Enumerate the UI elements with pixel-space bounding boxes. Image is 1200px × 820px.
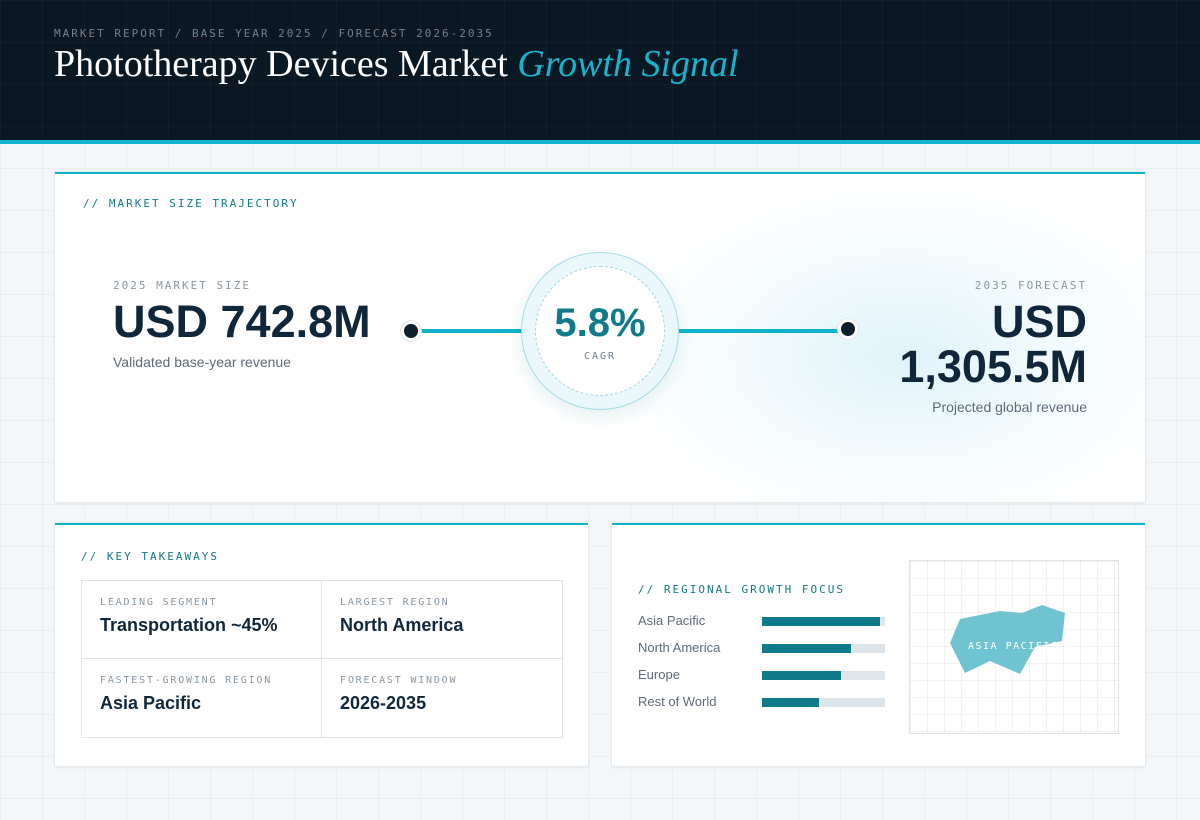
asia-pacific-map-shape bbox=[950, 605, 1065, 674]
key-takeaways-card: // KEY TAKEAWAYS LEADING SEGMENT Transpo… bbox=[54, 522, 589, 767]
takeaway-value: Asia Pacific bbox=[100, 693, 202, 713]
end-label: 2035 FORECAST bbox=[974, 279, 1087, 292]
title-accent: Growth Signal bbox=[517, 43, 739, 85]
takeaway-value: Transportation ~45% bbox=[100, 615, 278, 635]
breadcrumb: MARKET REPORT / BASE YEAR 2025 / FORECAS… bbox=[54, 27, 494, 40]
trajectory-line-left bbox=[417, 329, 525, 333]
region-bar-track bbox=[762, 698, 885, 707]
region-map: ASIA PACIFIC bbox=[909, 560, 1119, 734]
end-caption: Projected global revenue bbox=[932, 399, 1087, 415]
takeaway-label: FORECAST WINDOW bbox=[340, 675, 458, 686]
takeaway-value: 2026-2035 bbox=[340, 693, 427, 713]
region-name: Europe bbox=[638, 667, 680, 682]
market-size-trajectory-card: // MARKET SIZE TRAJECTORY 2025 MARKET SI… bbox=[54, 171, 1146, 503]
start-point-marker bbox=[401, 321, 421, 341]
end-value-line1: USD bbox=[991, 296, 1087, 347]
region-bar-track bbox=[762, 644, 885, 653]
region-name: Rest of World bbox=[638, 694, 717, 709]
cagr-value: 5.8% bbox=[554, 301, 646, 345]
takeaways-grid: LEADING SEGMENT Transportation ~45% LARG… bbox=[81, 580, 563, 738]
takeaway-label: LEADING SEGMENT bbox=[100, 597, 218, 608]
region-bar-fill bbox=[762, 617, 881, 626]
region-bar-track bbox=[762, 617, 885, 626]
cagr-ring: 5.8% CAGR bbox=[521, 252, 679, 410]
end-point-marker bbox=[838, 319, 858, 339]
region-name: Asia Pacific bbox=[638, 613, 706, 628]
region-bar-track bbox=[762, 671, 885, 680]
section-label: // KEY TAKEAWAYS bbox=[81, 550, 219, 563]
region-row: Europe bbox=[638, 667, 888, 683]
regional-growth-focus-card: // REGIONAL GROWTH FOCUS Asia Pacific No… bbox=[611, 522, 1146, 767]
cagr-inner-circle: 5.8% CAGR bbox=[535, 266, 665, 396]
background-glow bbox=[605, 174, 1145, 502]
cagr-label: CAGR bbox=[583, 351, 617, 362]
takeaway-forecast-window: FORECAST WINDOW 2026-2035 bbox=[322, 659, 562, 737]
section-label: // REGIONAL GROWTH FOCUS bbox=[638, 583, 845, 596]
takeaway-fastest-growing-region: FASTEST-GROWING REGION Asia Pacific bbox=[82, 659, 322, 737]
takeaway-leading-segment: LEADING SEGMENT Transportation ~45% bbox=[82, 581, 322, 659]
map-label: ASIA PACIFIC bbox=[968, 641, 1059, 652]
page-title: Phototherapy Devices Market Growth Signa… bbox=[54, 42, 739, 86]
title-main: Phototherapy Devices Market bbox=[54, 43, 508, 85]
region-row: Asia Pacific bbox=[638, 613, 888, 629]
region-row: Rest of World bbox=[638, 694, 888, 710]
section-label: // MARKET SIZE TRAJECTORY bbox=[83, 197, 299, 210]
end-value-line2: 1,305.5M bbox=[899, 341, 1087, 392]
region-bar-fill bbox=[762, 644, 851, 653]
takeaway-largest-region: LARGEST REGION North America bbox=[322, 581, 562, 659]
region-name: North America bbox=[638, 640, 721, 655]
takeaway-label: LARGEST REGION bbox=[340, 597, 450, 608]
region-row: North America bbox=[638, 640, 888, 656]
region-bar-fill bbox=[762, 698, 819, 707]
start-value: USD 742.8M bbox=[113, 296, 371, 347]
takeaway-value: North America bbox=[340, 615, 464, 635]
region-bar-fill bbox=[762, 671, 841, 680]
trajectory-line-right bbox=[673, 329, 849, 333]
start-label: 2025 MARKET SIZE bbox=[113, 279, 251, 292]
takeaway-label: FASTEST-GROWING REGION bbox=[100, 675, 273, 686]
start-caption: Validated base-year revenue bbox=[113, 354, 291, 370]
report-header: MARKET REPORT / BASE YEAR 2025 / FORECAS… bbox=[0, 0, 1200, 144]
